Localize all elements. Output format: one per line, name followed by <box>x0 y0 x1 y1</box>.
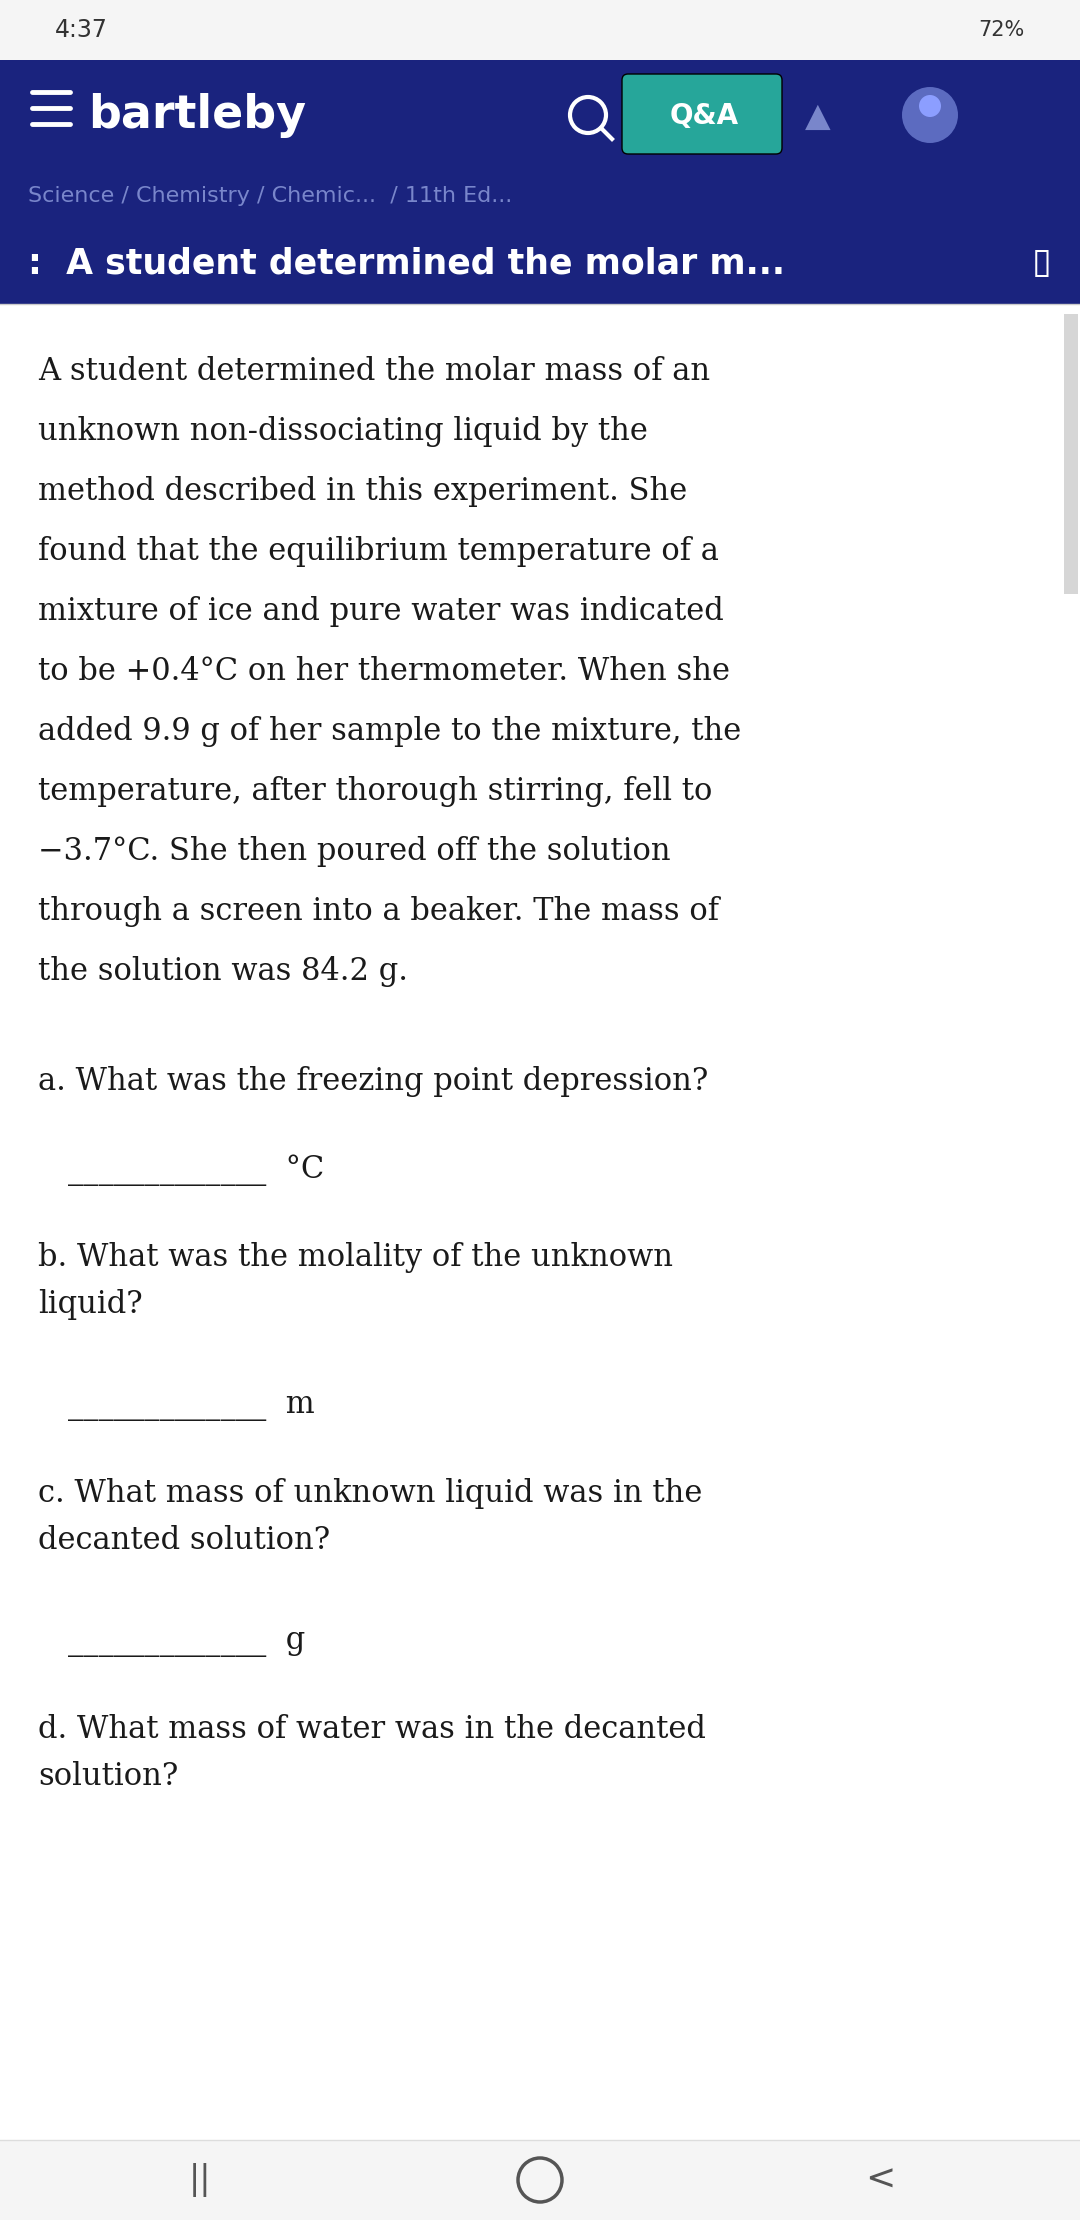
Bar <box>0 0 1080 60</box>
Text: Q&A: Q&A <box>670 102 739 131</box>
Text: 4:37: 4:37 <box>55 18 108 42</box>
Bar <box>0 222 1080 304</box>
Text: 72%: 72% <box>978 20 1025 40</box>
Text: <: < <box>865 2162 895 2198</box>
Text: unknown non-dissociating liquid by the: unknown non-dissociating liquid by the <box>38 415 648 446</box>
Text: _____________  g: _____________ g <box>68 1625 306 1656</box>
Text: temperature, after thorough stirring, fell to: temperature, after thorough stirring, fe… <box>38 777 713 808</box>
Text: bartleby: bartleby <box>87 93 306 138</box>
Text: added 9.9 g of her sample to the mixture, the: added 9.9 g of her sample to the mixture… <box>38 717 741 746</box>
Bar <box>0 2140 1080 2220</box>
Text: through a screen into a beaker. The mass of: through a screen into a beaker. The mass… <box>38 897 719 928</box>
Text: :  A student determined the molar m...: : A student determined the molar m... <box>28 246 785 280</box>
Text: −3.7°C. She then poured off the solution: −3.7°C. She then poured off the solution <box>38 837 671 868</box>
Circle shape <box>902 87 958 142</box>
Text: ||: || <box>189 2162 212 2198</box>
Text: to be +0.4°C on her thermometer. When she: to be +0.4°C on her thermometer. When sh… <box>38 655 730 686</box>
Bar <box>0 171 1080 222</box>
Text: mixture of ice and pure water was indicated: mixture of ice and pure water was indica… <box>38 595 724 626</box>
Bar <box>0 60 1080 171</box>
Text: A student determined the molar mass of an: A student determined the molar mass of a… <box>38 355 711 386</box>
Text: d. What mass of water was in the decanted
solution?: d. What mass of water was in the decante… <box>38 1714 706 1792</box>
Text: ▲: ▲ <box>806 100 831 133</box>
Text: _____________  m: _____________ m <box>68 1390 314 1421</box>
Text: method described in this experiment. She: method described in this experiment. She <box>38 475 687 506</box>
Text: a. What was the freezing point depression?: a. What was the freezing point depressio… <box>38 1066 708 1097</box>
Text: b. What was the molality of the unknown
liquid?: b. What was the molality of the unknown … <box>38 1241 673 1319</box>
Bar <box>1064 313 1078 595</box>
Text: Science / Chemistry / Chemic...  / 11th Ed...: Science / Chemistry / Chemic... / 11th E… <box>28 186 512 206</box>
Text: found that the equilibrium temperature of a: found that the equilibrium temperature o… <box>38 535 719 566</box>
Circle shape <box>919 95 941 118</box>
Text: the solution was 84.2 g.: the solution was 84.2 g. <box>38 957 408 988</box>
Bar <box>0 304 1080 2220</box>
Text: _____________  °C: _____________ °C <box>68 1154 324 1185</box>
Text: c. What mass of unknown liquid was in the
decanted solution?: c. What mass of unknown liquid was in th… <box>38 1479 702 1556</box>
FancyBboxPatch shape <box>622 73 782 153</box>
Text: ▯: ▯ <box>1032 246 1052 280</box>
